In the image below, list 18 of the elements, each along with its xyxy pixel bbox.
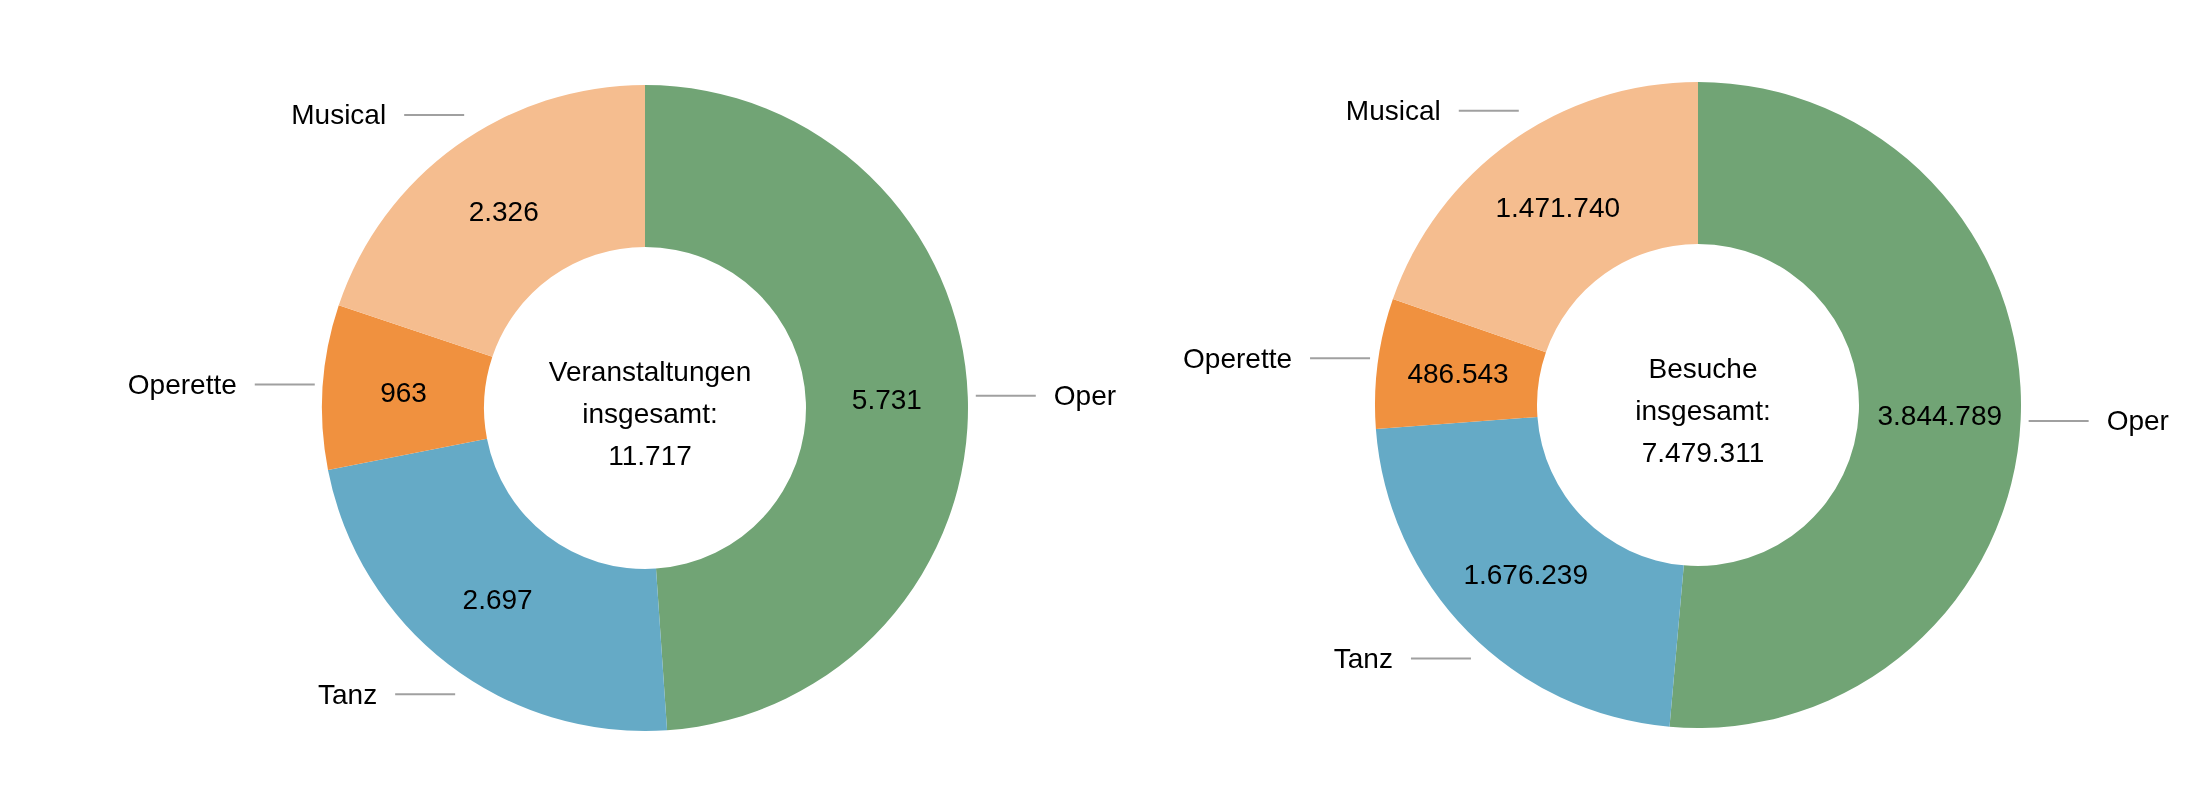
data-label: 3.844.789 <box>1877 400 2003 432</box>
data-label: 963 <box>380 376 427 408</box>
slice-label: Tanz <box>1333 642 1393 674</box>
text: Veranstaltungen insgesamt: 11.717 <box>548 355 752 471</box>
slice-label: Tanz <box>318 678 378 710</box>
data-label: 2.697 <box>462 584 533 616</box>
slice-label: Oper <box>2106 405 2169 437</box>
slice-label: Musical <box>1345 95 1441 127</box>
slice-label: Operette <box>127 368 237 400</box>
data-label: 1.471.740 <box>1495 192 1621 224</box>
data-label: 1.676.239 <box>1463 559 1588 591</box>
slice-label: Musical <box>291 99 387 131</box>
data-label: 486.543 <box>1407 358 1509 390</box>
slice-label: Oper <box>1053 380 1117 412</box>
slice-label: Operette <box>1183 342 1293 374</box>
text: Besuche insgesamt: 7.479.311 <box>1635 352 1771 468</box>
data-label: 2.326 <box>468 196 539 228</box>
data-label: 5.731 <box>851 384 922 416</box>
